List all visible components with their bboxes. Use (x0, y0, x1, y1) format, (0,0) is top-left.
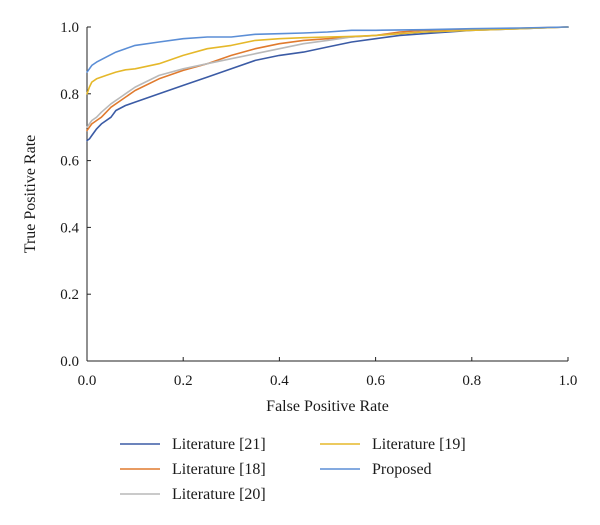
y-ticks: 0.0 0.2 0.4 0.6 0.8 1.0 (60, 20, 91, 370)
legend-label-3: Literature [19] (372, 436, 466, 453)
y-tick-label: 0.6 (60, 154, 79, 170)
x-tick-label: 1.0 (559, 373, 578, 389)
series-line-0 (86, 26, 569, 142)
x-axis-label: False Positive Rate (266, 398, 389, 415)
series-line-4 (86, 26, 569, 73)
legend-label-4: Proposed (372, 461, 432, 478)
axes (86, 27, 568, 362)
y-tick-label: 0.0 (60, 354, 79, 370)
series-layer (86, 26, 569, 142)
x-tick-label: 0.6 (366, 373, 385, 389)
y-tick-label: 0.8 (60, 87, 79, 103)
y-axis-label: True Positive Rate (22, 135, 39, 254)
legend-label-1: Literature [18] (172, 461, 266, 478)
legend: Literature [21] Literature [18] Literature… (120, 436, 466, 503)
y-tick-label: 1.0 (60, 20, 79, 36)
legend-label-0: Literature [21] (172, 436, 266, 453)
series-line-1 (86, 26, 569, 132)
x-tick-label: 0.0 (78, 373, 97, 389)
x-tick-label: 0.8 (462, 373, 481, 389)
series-line-3 (86, 26, 569, 95)
legend-label-2: Literature [20] (172, 486, 266, 503)
x-tick-label: 0.4 (270, 373, 289, 389)
y-tick-label: 0.2 (60, 287, 79, 303)
x-tick-label: 0.2 (174, 373, 193, 389)
y-tick-label: 0.4 (60, 220, 79, 236)
x-ticks: 0.0 0.2 0.4 0.6 0.8 1.0 (78, 357, 578, 389)
